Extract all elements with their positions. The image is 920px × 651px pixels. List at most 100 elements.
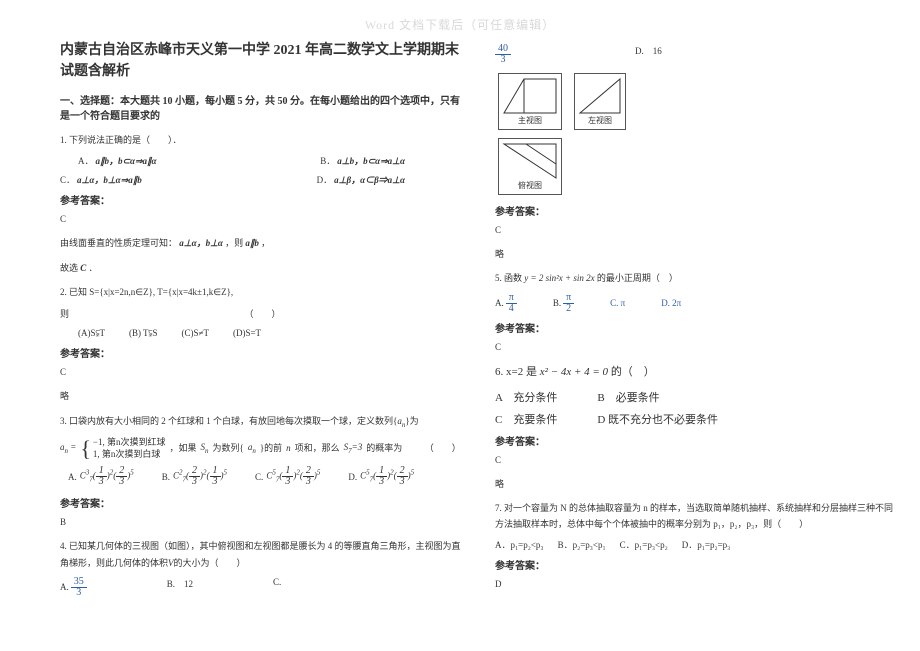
q4-c-den: 3: [498, 55, 509, 65]
front-view-box: 主视图: [498, 73, 562, 130]
q1-opt-b: B． a⊥b，b⊂α⇒a⊥α: [320, 154, 405, 167]
q1-ans-t4: 故选: [60, 263, 78, 273]
q1-ans-final: 故选 C ．: [60, 260, 465, 276]
page-container: 内蒙古自治区赤峰市天义第一中学 2021 年高二数学文上学期期末试题含解析 一、…: [0, 0, 920, 614]
q3-case2: 1, 第n次摸到白球: [93, 449, 166, 461]
q6-ans-label: 参考答案：: [495, 433, 900, 448]
front-view-label: 主视图: [502, 115, 558, 126]
q4-a-label: A.: [60, 582, 69, 592]
q5-b-den: 2: [563, 304, 574, 314]
q2-opts: (A)S⫋T (B) T⫋S (C)S≠T (D)S=T: [60, 328, 465, 339]
right-column: 40 3 D. 16 主视图 左视图: [495, 40, 900, 604]
watermark-text: Word 文档下载后（可任意编辑）: [365, 16, 555, 33]
side-view-box: 左视图: [574, 73, 626, 130]
trapezoid-icon: [502, 77, 558, 115]
brace-icon: {: [80, 440, 91, 458]
q3-an2: an =: [60, 439, 76, 457]
q1-ans-m2: a∥b: [245, 238, 259, 248]
q5-opt-d: D. 2π: [661, 293, 681, 314]
q3-s7: S7=3: [344, 439, 363, 457]
q5-opt-a: A. π 4: [495, 293, 517, 314]
side-view-label: 左视图: [578, 115, 622, 126]
q3-opt-b: B. C27(23)2(13)5: [162, 466, 227, 487]
q4-opt-d: D. 16: [635, 44, 662, 65]
q2-line2: 则 （ ）: [60, 306, 465, 322]
q3-a-label: A.: [68, 472, 77, 482]
q1-opt-c: C． a⊥α，b⊥α⇒a∥b: [60, 173, 142, 186]
q5-opt-c: C. π: [610, 293, 625, 314]
q6-opts-row2: C 充要条件 D 既不充分也不必要条件: [495, 411, 900, 427]
q1-opt-a: A． a∥b，b⊂α⇒a∥α: [78, 154, 157, 167]
q3-opt-a: A. C37(13)2(23)5: [68, 466, 134, 487]
left-column: 内蒙古自治区赤峰市天义第一中学 2021 年高二数学文上学期期末试题含解析 一、…: [60, 40, 465, 604]
q3-tail4: 项和，那么: [295, 440, 340, 456]
q1-b-math: a⊥b，b⊂α⇒a⊥α: [337, 154, 405, 167]
q6-opt-d: D 既不充分也不必要条件: [597, 411, 718, 427]
q1-ans-m1: a⊥α，b⊥α: [179, 238, 223, 248]
section-1-header: 一、选择题：本大题共 10 小题，每小题 5 分，共 50 分。在每小题给出的四…: [60, 94, 465, 124]
q6-opt-c: C 充要条件: [495, 411, 557, 427]
q3-c-label: C.: [255, 472, 263, 482]
q5-ans-letter: C: [495, 339, 900, 355]
q7-stem: 7. 对一个容量为 N 的总体抽取容量为 n 的样本，当选取简单随机抽样、系统抽…: [495, 500, 900, 532]
q1-row-cd: C． a⊥α，b⊥α⇒a∥b D． a⊥β，α⊂β⇒a⊥α: [60, 173, 465, 186]
q4-ans-note: 略: [495, 246, 900, 262]
q6-a: 6. x=2 是: [495, 366, 537, 378]
q4-opts-row2: 40 3 D. 16: [495, 44, 900, 65]
q5-opts: A. π 4 B. π 2 C. π D. 2π: [495, 293, 900, 314]
q5-ans-label: 参考答案：: [495, 320, 900, 335]
q1-ans-expl: 由线面垂直的性质定理可知： a⊥α，b⊥α ，则 a∥b ，: [60, 235, 465, 251]
q4-ans-label: 参考答案：: [495, 203, 900, 218]
q4-opt-c: C.: [273, 577, 281, 598]
doc-title: 内蒙古自治区赤峰市天义第一中学 2021 年高二数学文上学期期末试题含解析: [60, 40, 465, 82]
q3-opt-c: C. C57(13)2(23)5: [255, 466, 320, 487]
q3-cases: { −1, 第n次摸到红球 1, 第n次摸到白球: [80, 437, 165, 460]
q2-opt-a: (A)S⫋T: [78, 328, 105, 339]
q1-ans-m3: C: [80, 263, 86, 273]
top-view-label: 俯视图: [502, 180, 558, 191]
q5-b: 的最小正周期（ ）: [597, 273, 678, 283]
q4-a-den: 3: [73, 588, 84, 598]
q1-ans-label: 参考答案：: [60, 192, 465, 207]
q5-a-den: 4: [506, 304, 517, 314]
q1-a-math: a∥b，b⊂α⇒a∥α: [96, 154, 157, 167]
q1-row-ab: A． a∥b，b⊂α⇒a∥α B． a⊥b，b⊂α⇒a⊥α: [60, 154, 465, 167]
q4-c-frac: 40 3: [495, 44, 511, 65]
q6-ans-note: 略: [495, 476, 900, 492]
q6-opt-b: B 必要条件: [597, 389, 659, 405]
q3-opt-d: D. C57(13)2(23)5: [348, 466, 414, 487]
q2-opt-b: (B) T⫋S: [129, 328, 158, 339]
q3-opts: A. C37(13)2(23)5 B. C27(23)2(13)5 C. C57…: [68, 466, 465, 487]
q1-ans-t1: 由线面垂直的性质定理可知：: [60, 238, 177, 248]
q3-d-math: C57(13)2(23)5: [360, 466, 414, 487]
q1-c-math: a⊥α，b⊥α⇒a∥b: [77, 173, 142, 186]
q6-ans-letter: C: [495, 452, 900, 468]
q3-ans-label: 参考答案：: [60, 495, 465, 510]
q5-opt-b: B. π 2: [553, 293, 574, 314]
q3-d-label: D.: [348, 472, 357, 482]
q3-n: n: [286, 440, 291, 456]
q1-d-math: a⊥β，α⊂β⇒a⊥α: [334, 173, 405, 186]
q3-a-math: C37(13)2(23)5: [80, 466, 134, 487]
q2-stem: 2. 已知 S={x|x=2n,n∈Z}, T={x|x=4k±1,k∈Z},: [60, 284, 465, 300]
q5-a: 5. 函数: [495, 273, 522, 283]
q3-b-label: B.: [162, 472, 170, 482]
q1-ans-t3: ，: [261, 238, 270, 248]
q3-an3: an: [248, 439, 256, 457]
q1-b-label: B．: [320, 154, 335, 167]
q6-b: 的（ ）: [611, 366, 655, 378]
top-view-box: 俯视图: [498, 138, 562, 195]
q3-c-math: C57(13)2(23)5: [266, 466, 320, 487]
q3-case1: −1, 第n次摸到红球: [93, 437, 166, 449]
q2-opt-d: (D)S=T: [233, 328, 261, 339]
q6-opt-a: A 充分条件: [495, 389, 557, 405]
q4-stem: 4. 已知某几何体的三视图（如图），其中俯视图和左视图都是腰长为 4 的等腰直角…: [60, 538, 465, 570]
three-view-figure: 主视图 左视图 俯视图: [495, 71, 900, 197]
q3-tail3: }的前: [260, 440, 282, 456]
q3-sn: Sn: [200, 439, 208, 457]
q4-opt-a: A. 35 3: [60, 577, 87, 598]
q2-ans-letter: C: [60, 364, 465, 380]
q3-tail2: 为数列{: [212, 440, 243, 456]
q3-stem-a: 3. 口袋内放有大小相同的 2 个红球和 1 个白球，有放回地每次摸取一个球，定…: [60, 416, 397, 426]
q3-ans-letter: B: [60, 514, 465, 530]
